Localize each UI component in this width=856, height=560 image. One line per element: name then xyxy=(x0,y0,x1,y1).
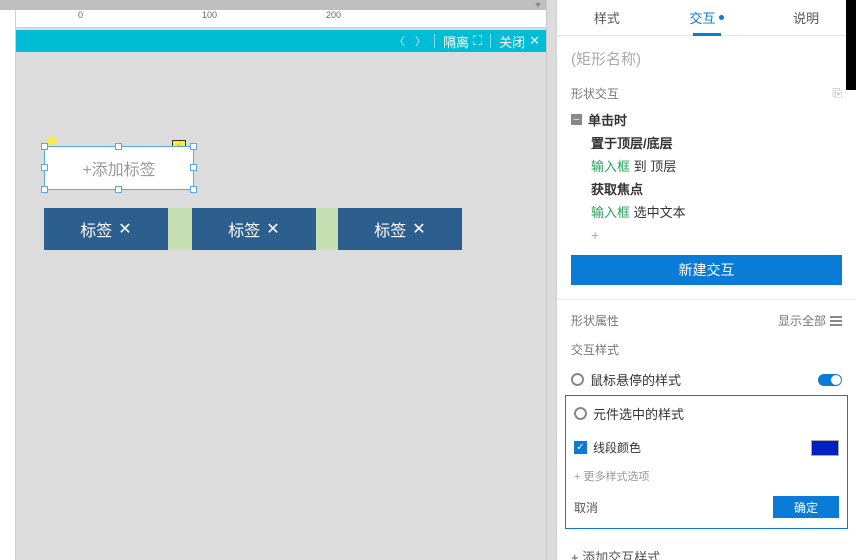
separator xyxy=(434,34,435,48)
checkbox-checked-icon[interactable]: ✓ xyxy=(574,441,587,454)
prev-icon[interactable]: 〈 xyxy=(392,33,407,49)
next-icon[interactable]: 〉 xyxy=(413,33,428,49)
top-gray-bar xyxy=(0,0,546,10)
tab-interact[interactable]: 交互 xyxy=(657,0,757,35)
cancel-button[interactable]: 取消 xyxy=(574,499,598,516)
resize-handle[interactable] xyxy=(190,186,197,193)
radio-icon[interactable] xyxy=(574,407,587,420)
panel-divider xyxy=(546,0,547,560)
remove-icon[interactable]: ✕ xyxy=(412,219,425,239)
menu-icon xyxy=(830,316,842,326)
selected-style-block: 元件选中的样式 ✓ 线段颜色 + 更多样式选项 取消 确定 xyxy=(565,395,848,529)
tab-note[interactable]: 说明 xyxy=(756,0,856,35)
resize-handle[interactable] xyxy=(115,186,122,193)
add-tag-placeholder: +添加标签 xyxy=(82,156,155,180)
close-icon: ✕ xyxy=(529,33,540,49)
ruler-tick: 100 xyxy=(202,10,217,20)
add-interaction-style[interactable]: + 添加交互样式 xyxy=(557,537,856,560)
canvas-header-strip: 〈 〉 隔离 ⛶ 关闭 ✕ xyxy=(16,30,546,52)
action-title[interactable]: 获取焦点 xyxy=(557,177,856,200)
resize-handle[interactable] xyxy=(41,143,48,150)
resize-handle[interactable] xyxy=(190,164,197,171)
ok-button[interactable]: 确定 xyxy=(773,496,839,518)
shape-name-input[interactable]: (矩形名称) xyxy=(557,36,856,77)
collapse-icon[interactable]: – xyxy=(571,114,582,125)
line-color-row: ✓ 线段颜色 xyxy=(566,431,847,464)
resize-handle[interactable] xyxy=(190,143,197,150)
add-action-button[interactable]: + xyxy=(557,223,856,247)
selected-style-row[interactable]: 元件选中的样式 xyxy=(566,396,847,431)
horizontal-ruler: 0 100 200 xyxy=(16,10,546,28)
show-all-toggle[interactable]: 显示全部 xyxy=(778,312,842,329)
resize-handle[interactable] xyxy=(41,186,48,193)
vertical-ruler xyxy=(0,10,16,560)
action-detail[interactable]: 输入框 选中文本 xyxy=(557,200,856,223)
event-label: 单击时 xyxy=(588,110,627,129)
ruler-dropdown-icon[interactable]: ▾ xyxy=(530,0,546,10)
new-interaction-button[interactable]: 新建交互 xyxy=(571,255,842,285)
inspector-panel: 样式 交互 说明 (矩形名称) 形状交互 ⎘ – 单击时 置于顶层/底层 输入框… xyxy=(556,0,856,560)
isolate-label: 隔离 xyxy=(443,32,469,51)
close-button[interactable]: 关闭 ✕ xyxy=(497,32,542,51)
remove-icon[interactable]: ✕ xyxy=(266,219,279,239)
tag-chip[interactable]: 标签✕ xyxy=(192,208,316,250)
expand-icon: ⛶ xyxy=(473,33,482,49)
panel-tabs: 样式 交互 说明 xyxy=(557,0,856,36)
section-title: 交互样式 xyxy=(557,335,856,364)
remove-icon[interactable]: ✕ xyxy=(118,219,131,239)
selected-shape[interactable]: +添加标签 xyxy=(44,146,194,190)
dot-indicator-icon xyxy=(719,15,724,20)
design-canvas[interactable] xyxy=(16,52,546,560)
separator xyxy=(490,34,491,48)
resize-handle[interactable] xyxy=(41,164,48,171)
toggle-switch[interactable] xyxy=(818,374,842,386)
ruler-tick: 200 xyxy=(326,10,341,20)
section-title: 形状属性 xyxy=(571,312,619,329)
link-icon[interactable]: ⎘ xyxy=(832,86,842,101)
ruler-tick: 0 xyxy=(78,10,83,20)
radio-icon[interactable] xyxy=(571,373,584,386)
more-style-options[interactable]: + 更多样式选项 xyxy=(566,464,847,488)
event-row[interactable]: – 单击时 xyxy=(557,108,856,131)
right-edge-overlay xyxy=(846,0,856,90)
close-label: 关闭 xyxy=(499,32,525,51)
section-title: 形状交互 xyxy=(571,85,619,102)
tag-chip[interactable]: 标签✕ xyxy=(44,208,168,250)
action-title[interactable]: 置于顶层/底层 xyxy=(557,131,856,154)
action-detail[interactable]: 输入框 到 顶层 xyxy=(557,154,856,177)
hover-style-row[interactable]: 鼠标悬停的样式 xyxy=(557,364,856,395)
tab-style[interactable]: 样式 xyxy=(557,0,657,35)
isolate-button[interactable]: 隔离 ⛶ xyxy=(441,32,484,51)
tag-chip[interactable]: 标签✕ xyxy=(338,208,462,250)
resize-handle[interactable] xyxy=(115,143,122,150)
line-color-label: 线段颜色 xyxy=(593,439,641,456)
color-swatch[interactable] xyxy=(811,440,839,456)
